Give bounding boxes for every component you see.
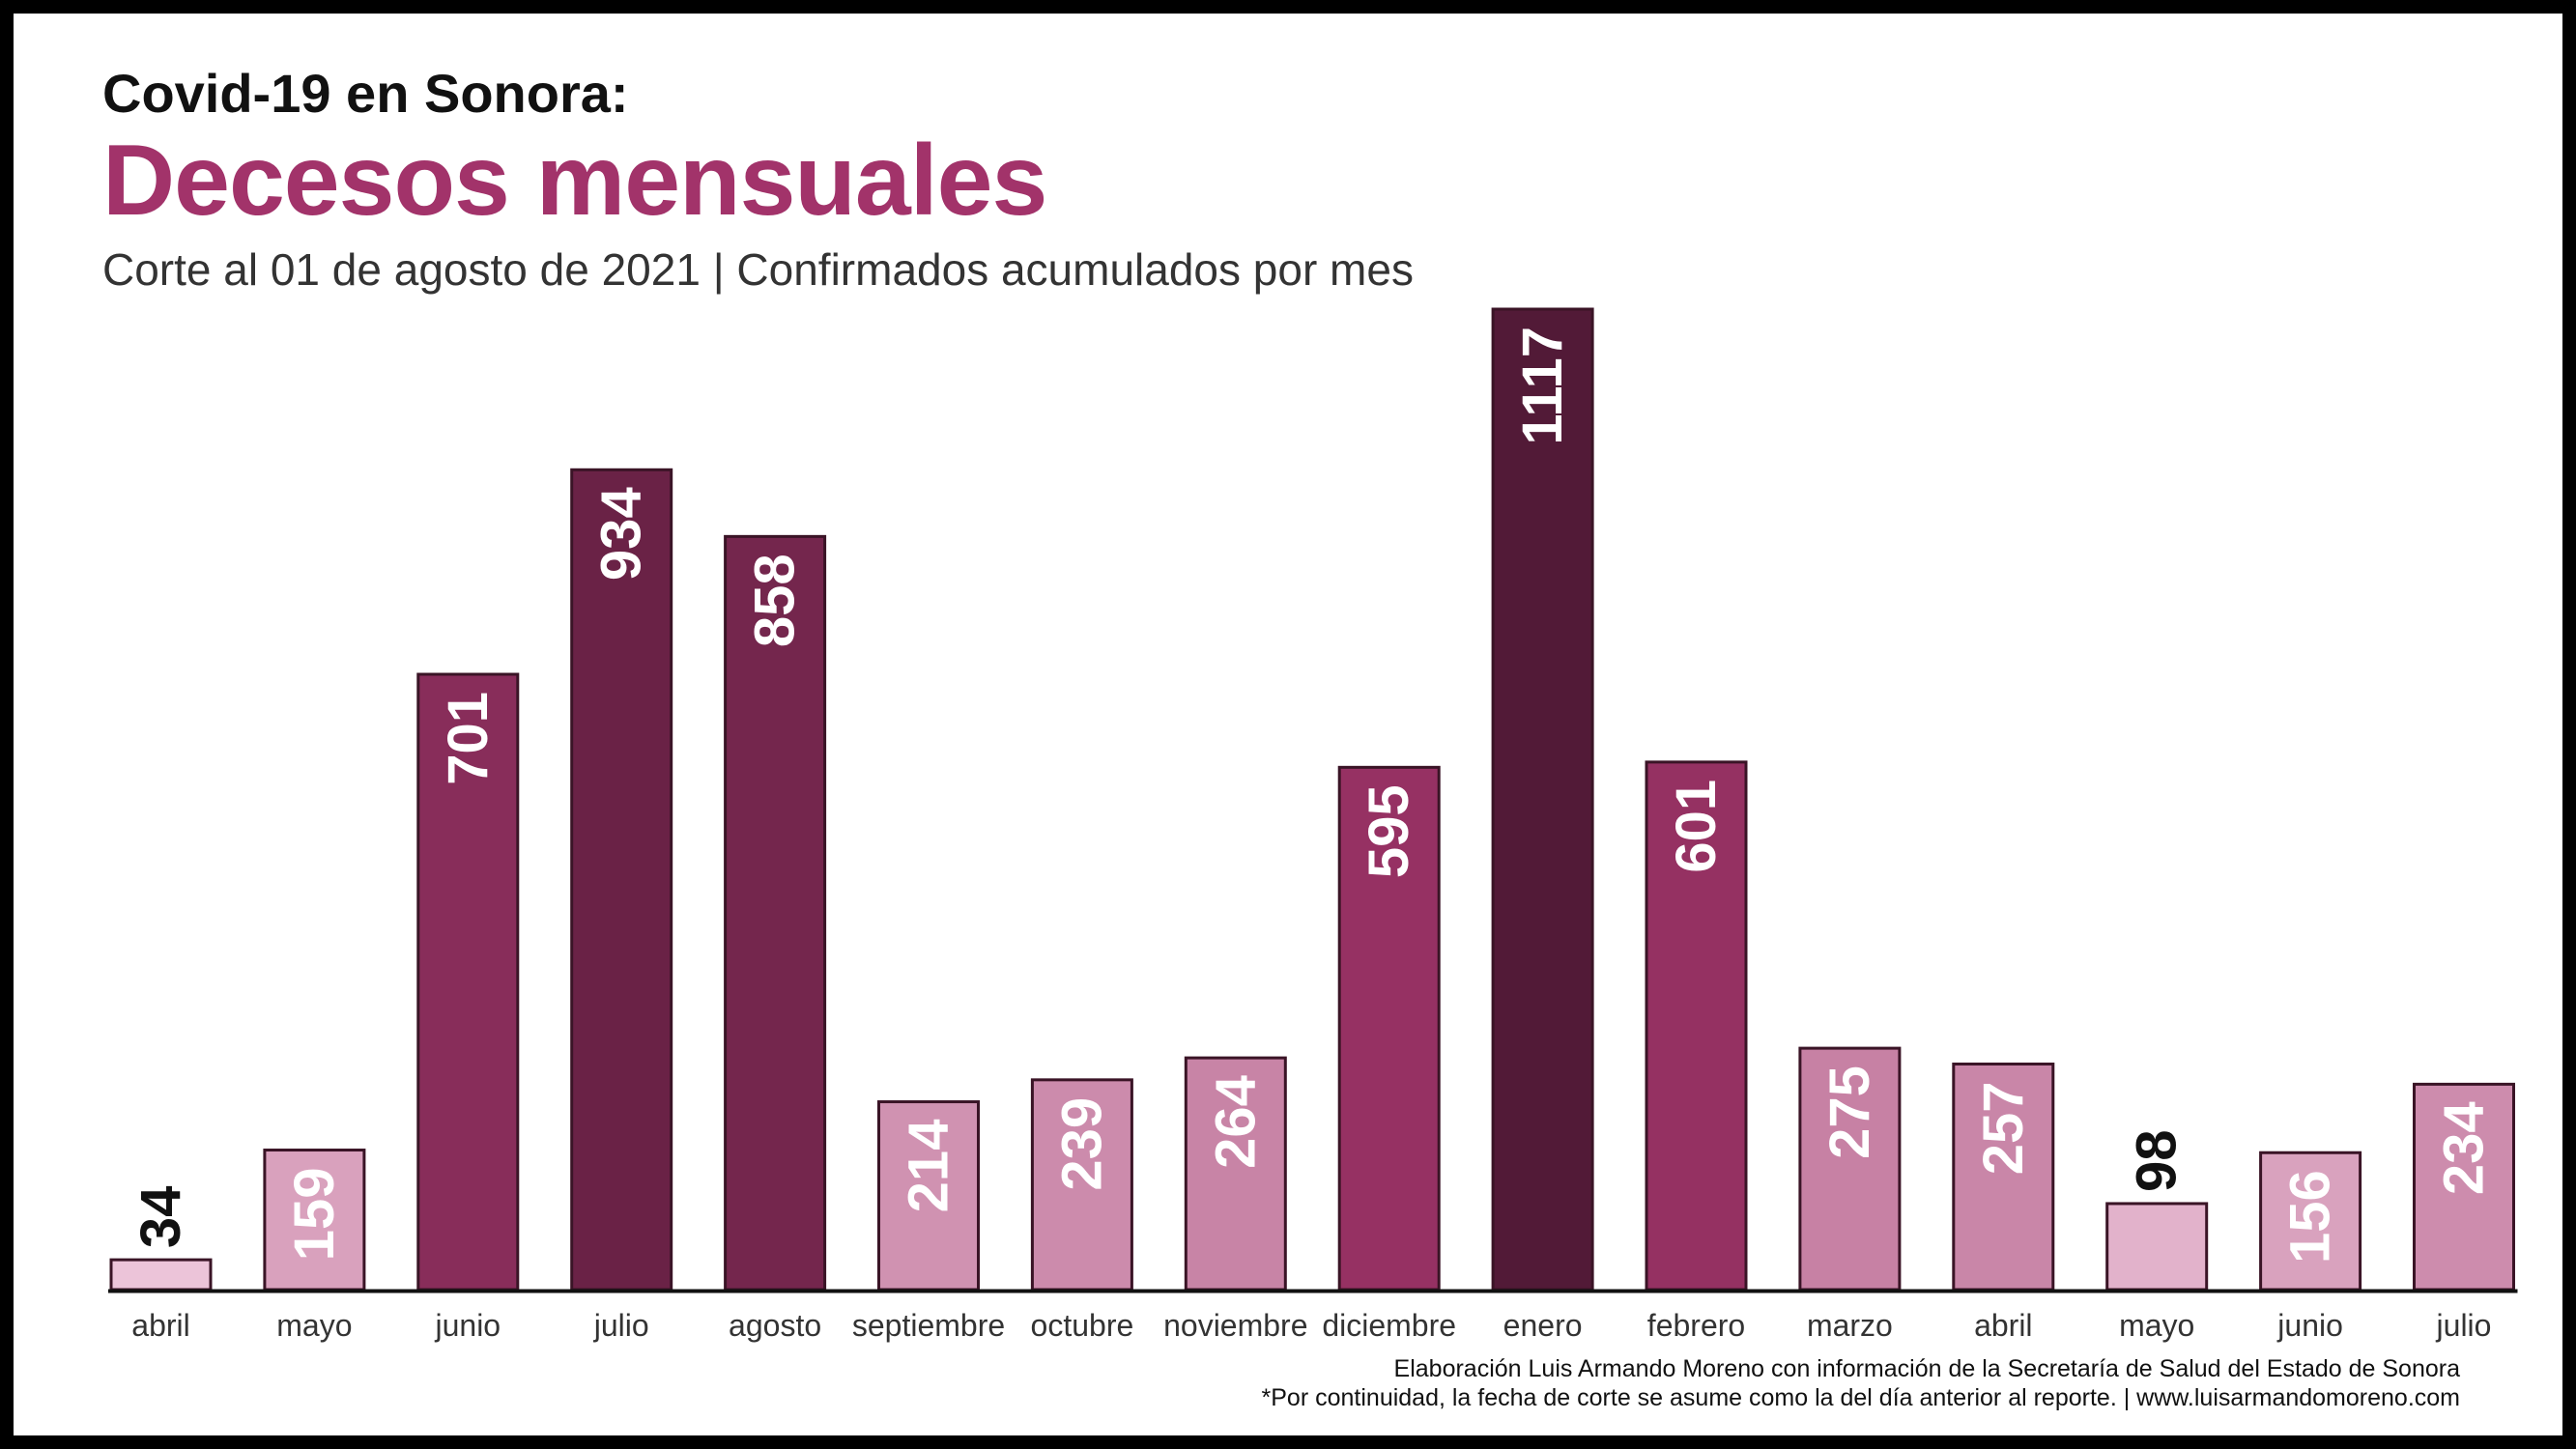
bar-value-label-7: 264 (1204, 1075, 1267, 1169)
bar-13 (2105, 1202, 2209, 1292)
bar-8 (1337, 765, 1441, 1292)
chart-kicker: Covid-19 en Sonora: (102, 63, 629, 124)
bar-4 (724, 534, 827, 1292)
bar-11 (1798, 1046, 1902, 1292)
footnote: *Por continuidad, la fecha de corte se a… (1261, 1384, 2460, 1411)
x-tick-label-15: julio (2436, 1308, 2492, 1343)
bar-value-label-0: 34 (129, 1186, 192, 1249)
chart-card: Covid-19 en Sonora: Decesos mensuales Co… (14, 14, 2562, 1435)
bar-9 (1491, 307, 1594, 1292)
x-tick-label-8: diciembre (1322, 1308, 1456, 1343)
x-tick-label-1: mayo (276, 1308, 352, 1343)
bar-12 (1952, 1062, 2055, 1292)
x-tick-label-3: julio (593, 1308, 649, 1343)
bar-value-label-1: 159 (283, 1168, 346, 1262)
chart-subtitle: Corte al 01 de agosto de 2021 | Confirma… (102, 244, 1414, 295)
bar-value-label-5: 214 (898, 1120, 960, 1213)
bar-value-label-2: 701 (437, 692, 500, 785)
bar-value-label-4: 858 (744, 554, 807, 647)
bar-value-label-11: 275 (1818, 1065, 1881, 1159)
x-tick-label-10: febrero (1647, 1308, 1745, 1343)
x-tick-label-6: octubre (1031, 1308, 1134, 1343)
bar-value-label-13: 98 (2126, 1129, 2189, 1192)
bar-value-label-14: 156 (2279, 1170, 2342, 1264)
bar-1 (263, 1149, 366, 1292)
x-tick-label-9: enero (1503, 1308, 1583, 1343)
bar-value-label-3: 934 (590, 487, 653, 581)
chart-title: Decesos mensuales (102, 125, 1047, 237)
bar-value-label-15: 234 (2433, 1101, 2496, 1195)
x-tick-label-0: abril (131, 1308, 189, 1343)
x-tick-label-4: agosto (729, 1308, 821, 1343)
bar-3 (570, 468, 673, 1292)
x-tick-label-2: junio (434, 1308, 501, 1343)
x-tick-label-7: noviembre (1163, 1308, 1307, 1343)
bar-value-label-9: 1117 (1511, 327, 1574, 445)
bar-value-label-6: 239 (1050, 1097, 1113, 1191)
bar-0 (109, 1258, 213, 1292)
x-tick-label-5: septiembre (852, 1308, 1005, 1343)
bar-value-label-12: 257 (1972, 1081, 2035, 1175)
x-tick-label-11: marzo (1807, 1308, 1893, 1343)
bar-10 (1645, 760, 1748, 1292)
bar-chart: 34 abril 159 mayo 701 junio 934 julio 858 agosto 2… (108, 307, 2518, 1343)
source-credit: Elaboración Luis Armando Moreno con info… (1393, 1355, 2460, 1382)
x-tick-label-14: junio (2276, 1308, 2343, 1343)
x-tick-label-12: abril (1974, 1308, 2032, 1343)
bar-value-label-10: 601 (1665, 780, 1728, 873)
bar-15 (2413, 1082, 2515, 1292)
bar-value-label-8: 595 (1358, 784, 1420, 878)
x-tick-label-13: mayo (2119, 1308, 2194, 1343)
